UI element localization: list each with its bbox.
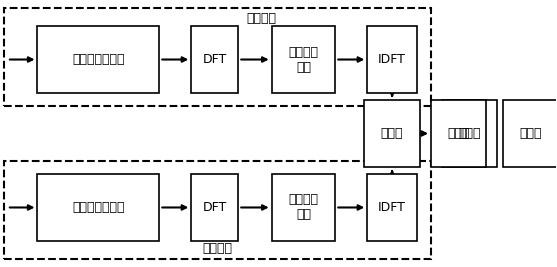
Text: 采集的短时数据: 采集的短时数据 <box>72 201 125 214</box>
Text: IDFT: IDFT <box>378 53 406 66</box>
Bar <box>503 100 557 167</box>
Bar <box>431 100 486 167</box>
Bar <box>367 174 417 241</box>
Text: DFT: DFT <box>203 201 227 214</box>
Bar <box>191 26 238 93</box>
Text: 信号频谱
分离: 信号频谱 分离 <box>289 194 319 222</box>
Bar <box>4 161 431 259</box>
Bar <box>367 26 417 93</box>
Bar <box>37 174 159 241</box>
Text: 采集的短时数据: 采集的短时数据 <box>72 53 125 66</box>
Bar <box>272 174 335 241</box>
Bar <box>272 26 335 93</box>
Bar <box>442 100 497 167</box>
Text: 信号频谱
分离: 信号频谱 分离 <box>289 45 319 73</box>
Text: 求相差: 求相差 <box>447 127 470 140</box>
Bar <box>37 26 159 93</box>
Text: DFT: DFT <box>203 53 227 66</box>
Bar <box>364 100 420 167</box>
Text: 参考通道: 参考通道 <box>203 242 232 255</box>
Text: IDFT: IDFT <box>378 201 406 214</box>
Text: 求相差: 求相差 <box>520 127 542 140</box>
Text: 互相关: 互相关 <box>381 127 403 140</box>
Text: 测相通道: 测相通道 <box>247 12 277 25</box>
Bar <box>4 8 431 106</box>
Bar <box>191 174 238 241</box>
Text: 互相关: 互相关 <box>458 127 481 140</box>
